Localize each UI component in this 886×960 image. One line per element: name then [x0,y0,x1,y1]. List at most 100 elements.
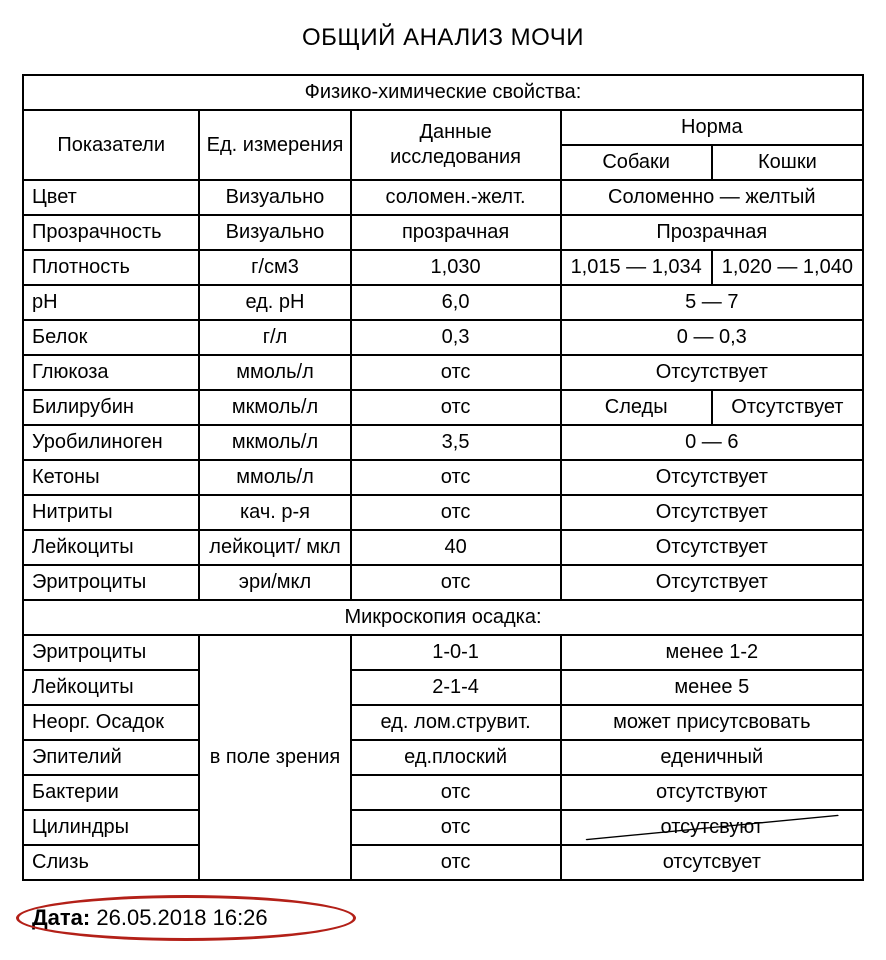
cell-norm: Соломенно — желтый [561,180,863,215]
cell-unit: кач. р-я [199,495,350,530]
cell-norm-dog: Следы [561,390,712,425]
cell-unit: мкмоль/л [199,390,350,425]
cell-norm-text: отсутсвуют [661,816,763,838]
cell-unit: ммоль/л [199,460,350,495]
cell-param: pH [23,285,199,320]
header-result: Данные исследования [351,110,561,180]
cell-norm: Отсутствует [561,355,863,390]
table-row: Эпителий ед.плоский еденичный [23,740,863,775]
cell-result: отс [351,565,561,600]
table-row: Глюкоза ммоль/л отс Отсутствует [23,355,863,390]
cell-param: Лейкоциты [23,670,199,705]
cell-unit: ммоль/л [199,355,350,390]
date-label: Дата: [32,905,90,930]
cell-norm: еденичный [561,740,863,775]
cell-norm: 0 — 0,3 [561,320,863,355]
header-unit: Ед. измерения [199,110,350,180]
section-title: Микроскопия осадка: [23,600,863,635]
cell-param: Белок [23,320,199,355]
cell-norm: Отсутствует [561,495,863,530]
cell-param: Эритроциты [23,635,199,670]
cell-param: Плотность [23,250,199,285]
table-row: Эритроциты в поле зрения 1-0-1 менее 1-2 [23,635,863,670]
table-row: Цвет Визуально соломен.-желт. Соломенно … [23,180,863,215]
cell-result: 6,0 [351,285,561,320]
header-norm: Норма [561,110,863,145]
cell-norm: Отсутствует [561,460,863,495]
cell-norm: 5 — 7 [561,285,863,320]
cell-param: Эпителий [23,740,199,775]
cell-result: 40 [351,530,561,565]
cell-result: отс [351,775,561,810]
cell-unit: г/см3 [199,250,350,285]
cell-param: Слизь [23,845,199,880]
cell-param: Цилиндры [23,810,199,845]
cell-norm-cat: Отсутствует [712,390,863,425]
cell-result: прозрачная [351,215,561,250]
cell-result: ед. лом.струвит. [351,705,561,740]
cell-norm: Отсутствует [561,565,863,600]
table-row: Бактерии отс отсутствуют [23,775,863,810]
cell-unit: лейкоцит/ мкл [199,530,350,565]
cell-result: отс [351,845,561,880]
table-row: Цилиндры отс отсутсвуют [23,810,863,845]
table-row: Лейкоциты лейкоцит/ мкл 40 Отсутствует [23,530,863,565]
table-row: Слизь отс отсутсвует [23,845,863,880]
cell-unit: Визуально [199,215,350,250]
cell-unit: ед. pH [199,285,350,320]
header-param: Показатели [23,110,199,180]
cell-unit: Визуально [199,180,350,215]
cell-norm: Отсутствует [561,530,863,565]
cell-param: Уробилиноген [23,425,199,460]
cell-result: ед.плоский [351,740,561,775]
cell-result: отс [351,495,561,530]
cell-unit: мкмоль/л [199,425,350,460]
cell-param: Нитриты [23,495,199,530]
cell-unit: г/л [199,320,350,355]
table-row: Лейкоциты 2-1-4 менее 5 [23,670,863,705]
cell-norm: менее 1-2 [561,635,863,670]
header-dogs: Собаки [561,145,712,180]
date-footer: Дата: 26.05.2018 16:26 [22,901,342,935]
table-row: Белок г/л 0,3 0 — 0,3 [23,320,863,355]
cell-result: 1-0-1 [351,635,561,670]
cell-param: Кетоны [23,460,199,495]
cell-norm: отсутсвуют [561,810,863,845]
cell-param: Лейкоциты [23,530,199,565]
cell-param: Цвет [23,180,199,215]
date-value: 26.05.2018 16:26 [96,905,267,930]
cell-norm: 0 — 6 [561,425,863,460]
cell-param: Неорг. Осадок [23,705,199,740]
cell-unit: эри/мкл [199,565,350,600]
section-title: Физико-химические свойства: [23,75,863,110]
section-physicochemical: Физико-химические свойства: [23,75,863,110]
table-row: Билирубин мкмоль/л отс Следы Отсутствует [23,390,863,425]
section-microscopy: Микроскопия осадка: [23,600,863,635]
cell-norm-cat: 1,020 — 1,040 [712,250,863,285]
cell-result: отс [351,810,561,845]
cell-norm: менее 5 [561,670,863,705]
cell-result: 0,3 [351,320,561,355]
cell-result: отс [351,460,561,495]
table-row: Плотность г/см3 1,030 1,015 — 1,034 1,02… [23,250,863,285]
cell-norm-dog: 1,015 — 1,034 [561,250,712,285]
cell-result: отс [351,355,561,390]
cell-param: Билирубин [23,390,199,425]
cell-norm: отсутсвует [561,845,863,880]
table-row: Прозрачность Визуально прозрачная Прозра… [23,215,863,250]
cell-result: 1,030 [351,250,561,285]
cell-norm: Прозрачная [561,215,863,250]
cell-param: Прозрачность [23,215,199,250]
cell-param: Эритроциты [23,565,199,600]
table-row: Нитриты кач. р-я отс Отсутствует [23,495,863,530]
report-title: ОБЩИЙ АНАЛИЗ МОЧИ [22,24,864,52]
cell-norm: может присутсвовать [561,705,863,740]
cell-result: 3,5 [351,425,561,460]
header-cats: Кошки [712,145,863,180]
cell-result: 2-1-4 [351,670,561,705]
table-row: Неорг. Осадок ед. лом.струвит. может при… [23,705,863,740]
cell-result: соломен.-желт. [351,180,561,215]
cell-param: Глюкоза [23,355,199,390]
table-row: pH ед. pH 6,0 5 — 7 [23,285,863,320]
analysis-table: Физико-химические свойства: Показатели Е… [22,74,864,881]
